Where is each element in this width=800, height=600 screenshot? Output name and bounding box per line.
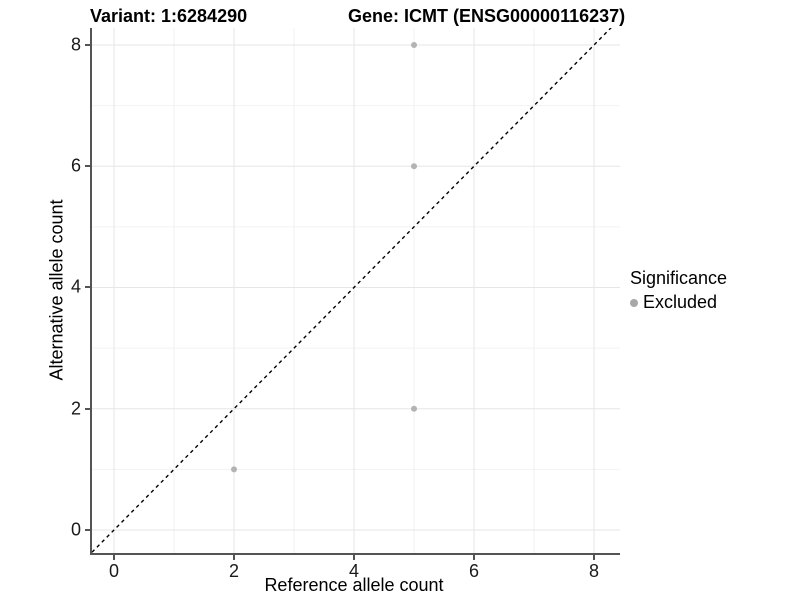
identity-reference-line [92, 28, 612, 553]
x-axis-tick [593, 555, 596, 560]
x-axis-tick [113, 555, 116, 560]
y-axis-tick [85, 43, 90, 46]
x-axis-title: Reference allele count [264, 575, 444, 595]
y-axis-tick-label: 8 [70, 34, 81, 55]
legend-title: Significance [630, 268, 728, 288]
x-axis-tick-label: 8 [589, 561, 600, 581]
data-point [411, 163, 418, 170]
x-axis-tick [233, 555, 236, 560]
plot-title-variant: Variant: 1:6284290 [90, 6, 248, 26]
y-axis-tick-label: 2 [70, 398, 81, 419]
plot-panel [90, 28, 620, 555]
data-point [411, 405, 418, 412]
legend-item-excluded: Excluded [630, 292, 727, 313]
y-axis-tick [85, 286, 90, 289]
legend-item-label: Excluded [643, 292, 718, 312]
x-axis-tick [473, 555, 476, 560]
data-point [231, 466, 238, 473]
y-axis-tick-label: 0 [70, 519, 81, 540]
x-axis-tick [353, 555, 356, 560]
plot-canvas [92, 28, 620, 553]
y-axis-tick [85, 407, 90, 410]
y-axis-tick-label: 6 [70, 155, 81, 176]
plot-title-gene: Gene: ICMT (ENSG00000116237) [348, 6, 626, 26]
y-axis-tick [85, 165, 90, 168]
y-axis-tick [85, 528, 90, 531]
legend: Significance Excluded [630, 268, 727, 313]
x-axis-tick-label: 0 [109, 561, 120, 581]
x-axis-tick-label: 2 [229, 561, 240, 581]
data-point [411, 41, 418, 48]
y-axis-tick-label: 4 [70, 276, 81, 297]
y-axis-title: Alternative allele count [46, 199, 67, 381]
x-axis-tick-label: 6 [469, 561, 480, 581]
x-axis-tick-label: 4 [349, 561, 360, 581]
legend-point-icon [630, 298, 638, 307]
